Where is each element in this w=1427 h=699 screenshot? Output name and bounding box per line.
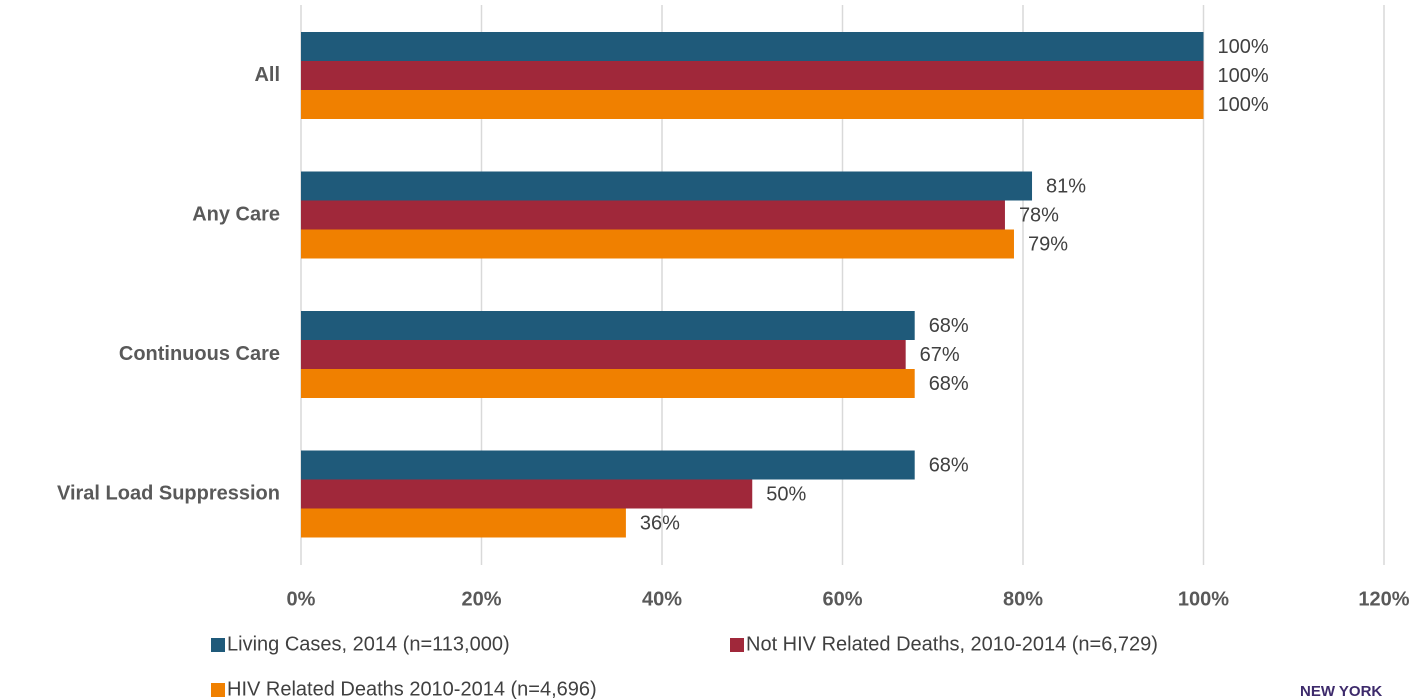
bar (301, 340, 906, 369)
category-label: Continuous Care (119, 343, 280, 365)
x-tick-label: 100% (1178, 588, 1229, 610)
legend-swatch (730, 638, 744, 652)
data-label: 50% (766, 483, 806, 505)
data-label: 81% (1046, 175, 1086, 197)
data-label: 67% (920, 344, 960, 366)
data-label: 100% (1218, 65, 1269, 87)
bar (301, 311, 915, 340)
legend-label: Living Cases, 2014 (n=113,000) (227, 633, 510, 655)
bar (301, 369, 915, 398)
bar (301, 508, 626, 538)
x-tick-label: 80% (1003, 588, 1043, 610)
bar (301, 479, 753, 509)
category-label: Any Care (192, 203, 280, 225)
legend-label: HIV Related Deaths 2010-2014 (n=4,696) (227, 678, 597, 699)
bar (301, 229, 1014, 259)
legend-swatch (211, 683, 225, 697)
data-label: 68% (929, 454, 969, 476)
x-tick-label: 0% (287, 588, 316, 610)
bar (301, 61, 1204, 90)
bar (301, 171, 1033, 201)
data-label: 68% (929, 373, 969, 395)
x-tick-label: 120% (1358, 588, 1409, 610)
logo-text: NEW YORK (1300, 683, 1382, 699)
legend-swatch (211, 638, 225, 652)
data-label: 79% (1028, 233, 1068, 255)
data-label: 36% (640, 512, 680, 534)
bar (301, 450, 915, 480)
bar (301, 32, 1204, 61)
bar (301, 90, 1204, 119)
category-label: All (254, 64, 280, 86)
legend-label: Not HIV Related Deaths, 2010-2014 (n=6,7… (746, 633, 1158, 655)
data-label: 100% (1218, 94, 1269, 116)
category-label: Viral Load Suppression (57, 482, 280, 504)
x-tick-label: 60% (822, 588, 862, 610)
bar (301, 200, 1005, 230)
data-label: 68% (929, 315, 969, 337)
x-tick-label: 20% (461, 588, 501, 610)
data-label: 78% (1019, 204, 1059, 226)
x-tick-label: 40% (642, 588, 682, 610)
data-label: 100% (1218, 36, 1269, 58)
